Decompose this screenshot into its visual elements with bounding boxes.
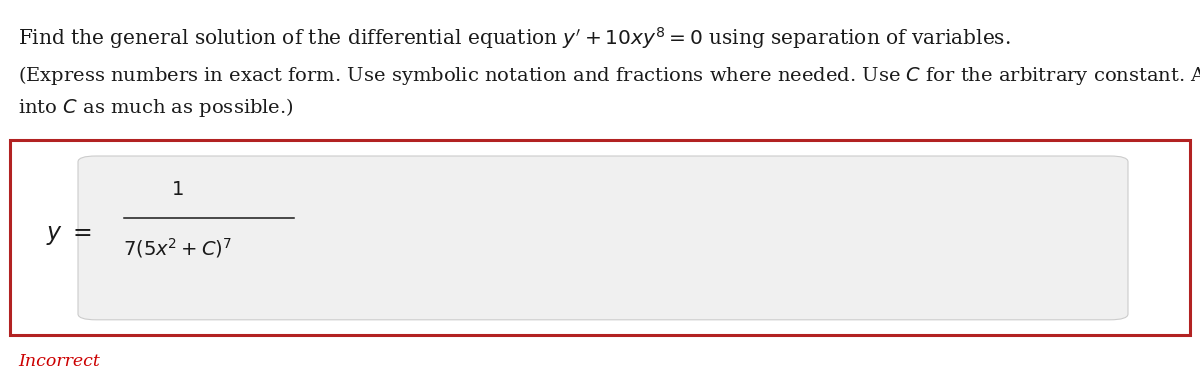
Text: Find the general solution of the differential equation $y^{\prime} + 10xy^{8} = : Find the general solution of the differe… xyxy=(18,25,1010,51)
Text: (Express numbers in exact form. Use symbolic notation and fractions where needed: (Express numbers in exact form. Use symb… xyxy=(18,64,1200,87)
Text: $7(5x^2+C)^7$: $7(5x^2+C)^7$ xyxy=(124,236,232,260)
FancyBboxPatch shape xyxy=(78,156,1128,320)
Text: $y\ =$: $y\ =$ xyxy=(46,225,91,247)
Text: $1$: $1$ xyxy=(172,181,184,199)
FancyBboxPatch shape xyxy=(10,140,1190,335)
Text: into $C$ as much as possible.): into $C$ as much as possible.) xyxy=(18,96,294,119)
Text: Incorrect: Incorrect xyxy=(18,353,100,370)
